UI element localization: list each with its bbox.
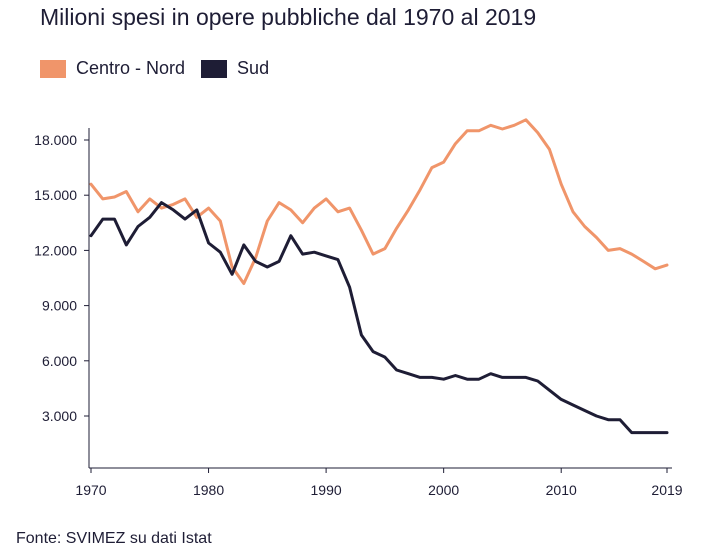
legend-item-sud: Sud	[201, 58, 269, 79]
x-tick-label-2000: 2000	[428, 482, 459, 498]
legend-swatch-centro-nord	[40, 59, 66, 78]
x-tick-label-2010: 2010	[546, 482, 577, 498]
x-tick-label-1990: 1990	[311, 482, 342, 498]
legend-swatch-sud	[201, 59, 228, 78]
legend-item-centro-nord: Centro - Nord	[40, 58, 185, 79]
x-tick-label-1970: 1970	[75, 482, 106, 498]
y-tick-label-12000: 12.000	[34, 242, 77, 258]
x-tick-label-2019: 2019	[651, 482, 682, 498]
series-line-sud	[89, 201, 669, 435]
legend-label-sud: Sud	[237, 58, 270, 78]
series-line-centro-nord	[89, 118, 669, 285]
y-tick-label-9000: 9.000	[42, 298, 77, 314]
source-note: Fonte: SVIMEZ su dati Istat	[16, 530, 212, 547]
y-tick-label-3000: 3.000	[42, 408, 77, 424]
y-tick-label-6000: 6.000	[42, 353, 77, 369]
y-tick-label-18000: 18.000	[34, 132, 77, 148]
legend-label-centro-nord: Centro - Nord	[76, 58, 186, 78]
legend: Centro - Nord Sud	[40, 58, 285, 79]
x-tick-label-1980: 1980	[193, 482, 224, 498]
y-tick-label-15000: 15.000	[34, 187, 77, 203]
chart-title: Milioni spesi in opere pubbliche dal 197…	[40, 4, 537, 30]
